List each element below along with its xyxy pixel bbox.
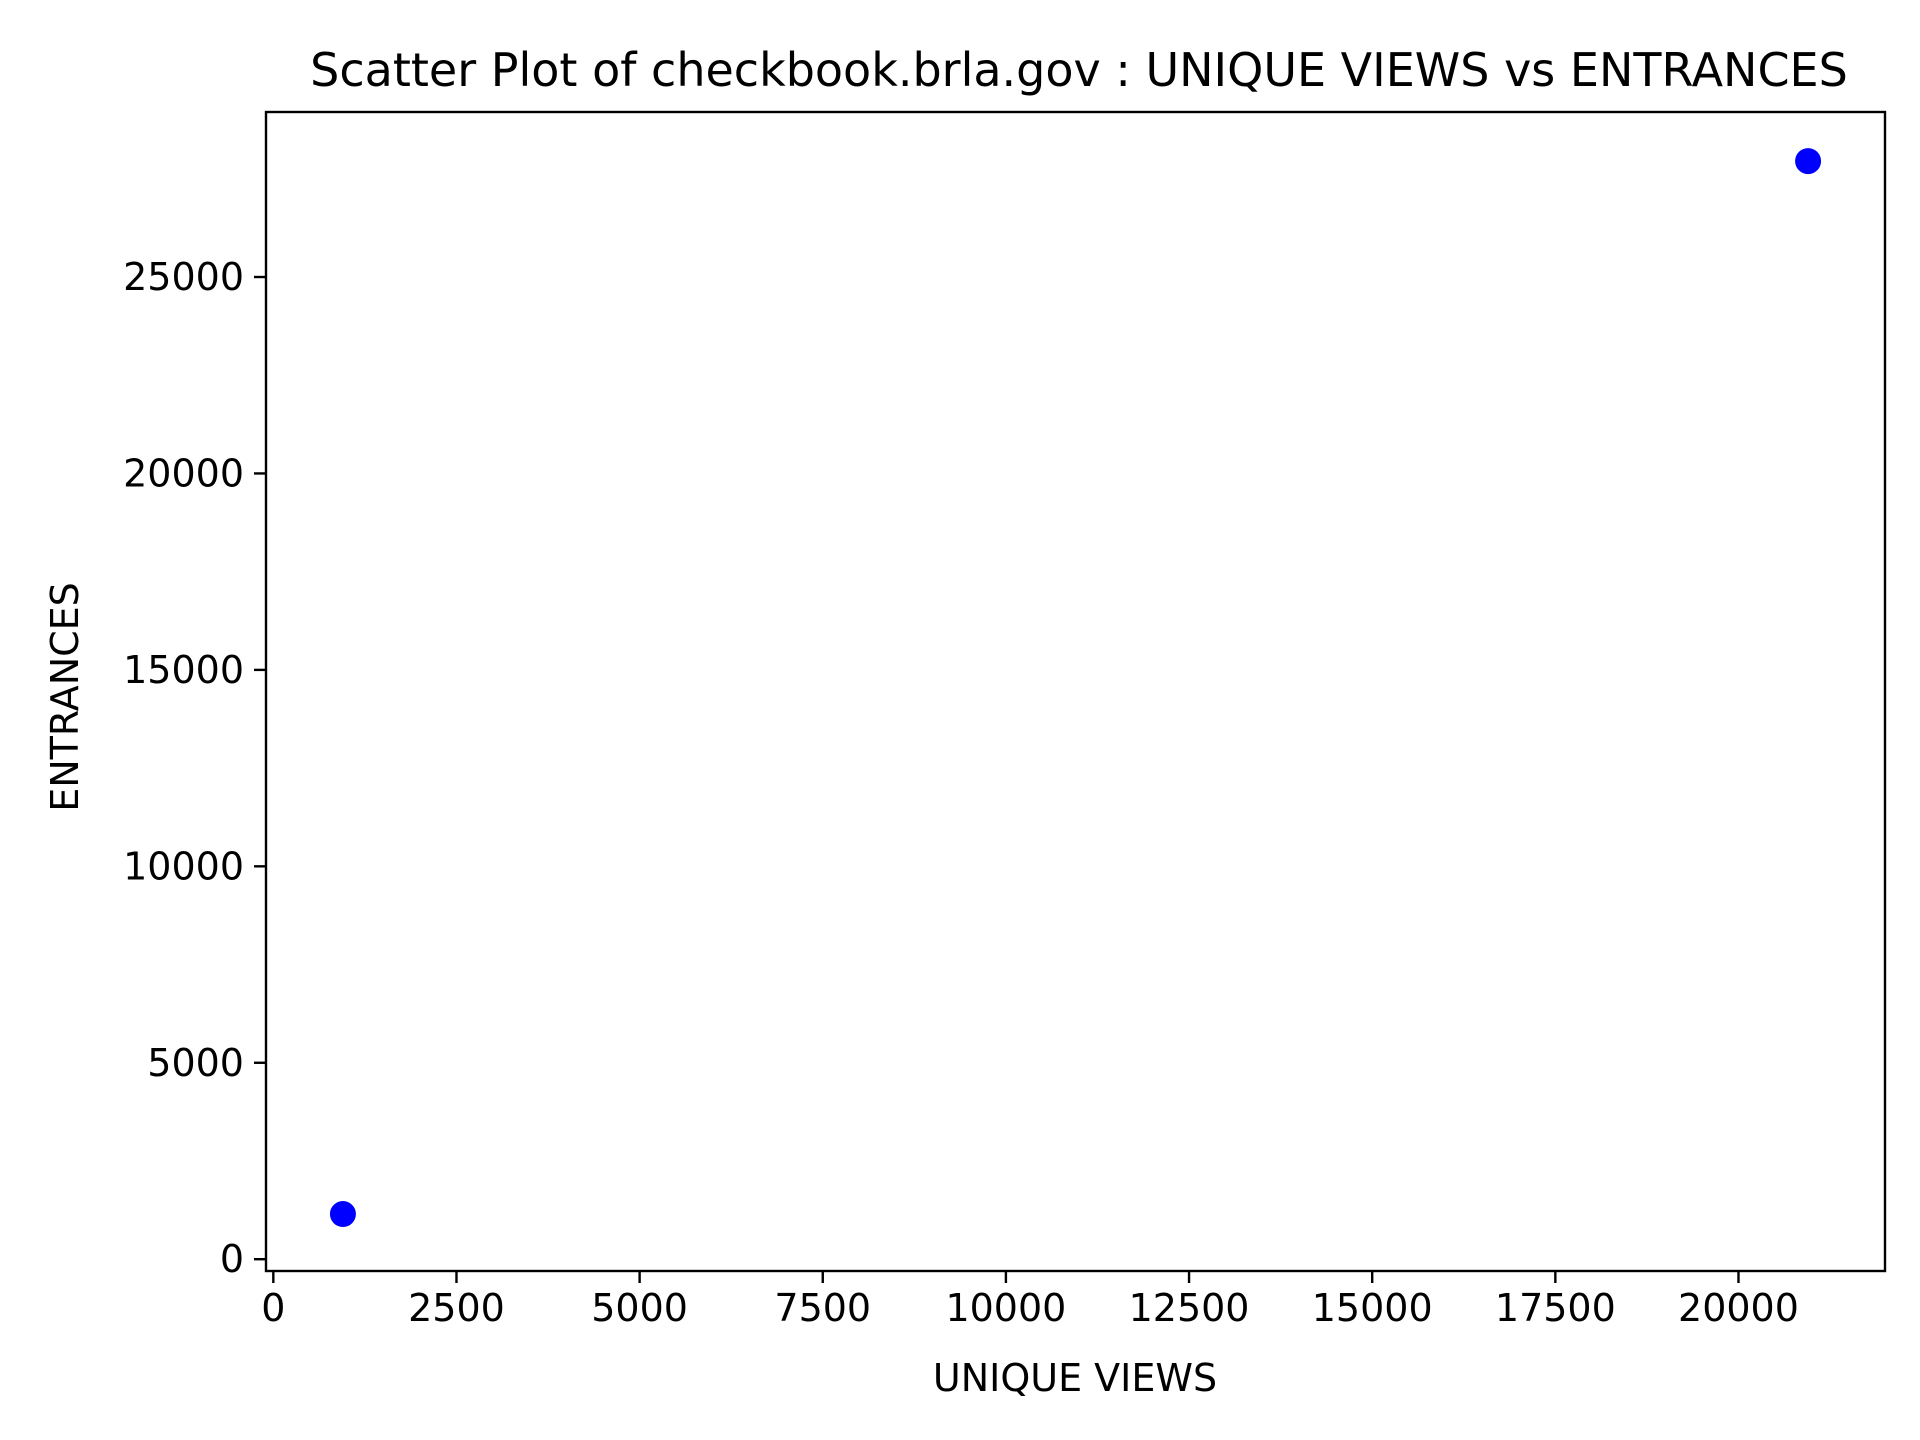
x-axis-label: UNIQUE VIEWS xyxy=(933,1356,1217,1400)
data-points xyxy=(329,148,1822,1228)
y-tick-label: 10000 xyxy=(123,844,244,888)
x-tick-label: 12500 xyxy=(1129,1286,1250,1330)
x-tick-label: 17500 xyxy=(1495,1286,1616,1330)
y-axis-ticks: 0 5000 10000 15000 20000 25000 xyxy=(123,255,266,1281)
scatter-point xyxy=(1795,148,1822,175)
y-tick-label: 5000 xyxy=(147,1041,244,1085)
y-tick-label: 15000 xyxy=(123,648,244,692)
plot-frame xyxy=(264,110,1887,1273)
x-tick-label: 20000 xyxy=(1678,1286,1799,1330)
scatter-point xyxy=(329,1201,356,1228)
chart-title: Scatter Plot of checkbook.brla.gov : UNI… xyxy=(310,43,1848,97)
plot-area xyxy=(264,110,1887,1273)
y-tick-label: 20000 xyxy=(123,451,244,495)
x-tick-label: 2500 xyxy=(408,1286,505,1330)
y-tick-label: 25000 xyxy=(123,255,244,299)
y-tick-label: 0 xyxy=(220,1237,244,1281)
x-tick-label: 15000 xyxy=(1312,1286,1433,1330)
x-tick-label: 0 xyxy=(261,1286,285,1330)
x-axis-ticks: 0 2500 5000 7500 10000 12500 15000 17500 20000 xyxy=(261,1271,1799,1330)
x-tick-label: 7500 xyxy=(774,1286,871,1330)
y-axis-label: ENTRANCES xyxy=(43,582,87,812)
x-tick-label: 5000 xyxy=(591,1286,688,1330)
x-tick-label: 10000 xyxy=(945,1286,1066,1330)
